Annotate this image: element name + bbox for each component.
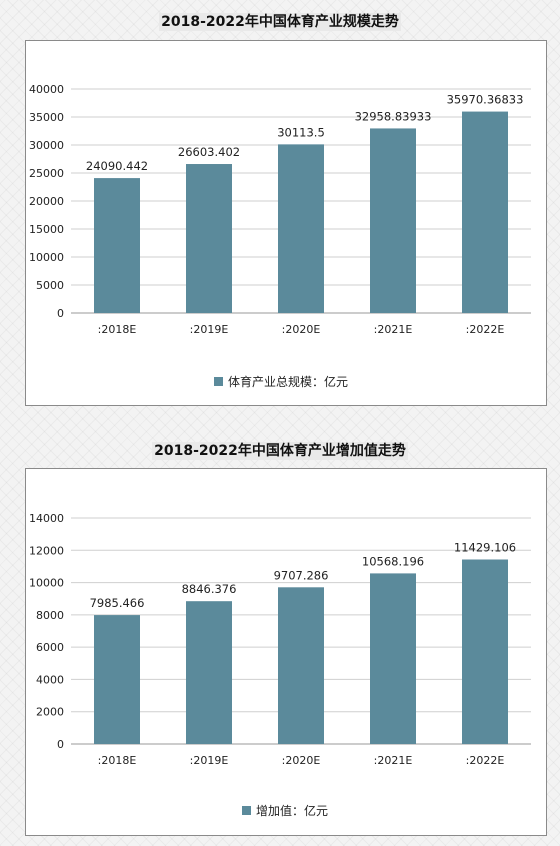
y-tick-label: 20000 [29,195,64,208]
data-label: 7985.466 [90,596,145,610]
bar [278,587,324,744]
legend-swatch [242,806,251,815]
y-tick-label: 15000 [29,223,64,236]
chart-1-title: 2018-2022年中国体育产业规模走势 [159,13,401,31]
x-tick-label: :2020E [282,754,321,767]
y-tick-label: 0 [57,307,64,320]
data-label: 11429.106 [454,541,516,555]
bar [186,164,232,313]
y-tick-label: 35000 [29,111,64,124]
bar [94,178,140,313]
y-tick-label: 12000 [29,544,64,557]
chart-1-plot: 0 5000 10000 15000 20000 25000 30000 35000 40000… [29,83,531,389]
x-tick-label: :2020E [282,323,321,336]
x-tick-label: :2021E [374,754,413,767]
data-label: 30113.5 [277,125,325,139]
y-tick-label: 40000 [29,83,64,96]
data-label: 35970.36833 [447,93,524,107]
y-tick-label: 25000 [29,167,64,180]
x-tick-label: :2019E [190,323,229,336]
y-tick-label: 4000 [36,673,64,686]
x-tick-label: :2018E [98,754,137,767]
legend: 体育产业总规模：亿元 [214,374,348,389]
data-label: 10568.196 [362,554,424,568]
x-tick-label: :2018E [98,323,137,336]
x-tick-label: :2019E [190,754,229,767]
y-tick-label: 30000 [29,139,64,152]
y-tick-label: 10000 [29,251,64,264]
data-label: 24090.442 [86,159,148,173]
data-label: 8846.376 [182,582,237,596]
data-label: 9707.286 [274,568,329,582]
legend: 增加值：亿元 [242,803,328,818]
bar [186,601,232,744]
y-tick-label: 6000 [36,641,64,654]
x-tick-label: :2021E [374,323,413,336]
y-tick-label: 8000 [36,609,64,622]
bar [278,144,324,313]
chart-2-plot: 0 2000 4000 6000 8000 10000 12000 14000 7985.466… [29,512,531,818]
x-tick-label: :2022E [466,754,505,767]
data-label: 32958.83933 [355,109,432,123]
chart-1-panel: 0 5000 10000 15000 20000 25000 30000 35000 40000… [25,40,547,406]
bar [94,615,140,744]
data-label: 26603.402 [178,145,240,159]
bar [370,573,416,744]
y-tick-label: 2000 [36,706,64,719]
y-tick-label: 14000 [29,512,64,525]
bar [462,559,508,744]
bar [370,128,416,313]
legend-label: 体育产业总规模：亿元 [228,374,348,389]
chart-2-panel: 0 2000 4000 6000 8000 10000 12000 14000 7985.466… [25,468,547,836]
y-tick-label: 0 [57,738,64,751]
chart-2-title: 2018-2022年中国体育产业增加值走势 [152,442,408,460]
x-tick-label: :2022E [466,323,505,336]
legend-label: 增加值：亿元 [256,803,328,818]
y-tick-label: 10000 [29,577,64,590]
legend-swatch [214,377,223,386]
bar [462,111,508,313]
y-tick-label: 5000 [36,279,64,292]
